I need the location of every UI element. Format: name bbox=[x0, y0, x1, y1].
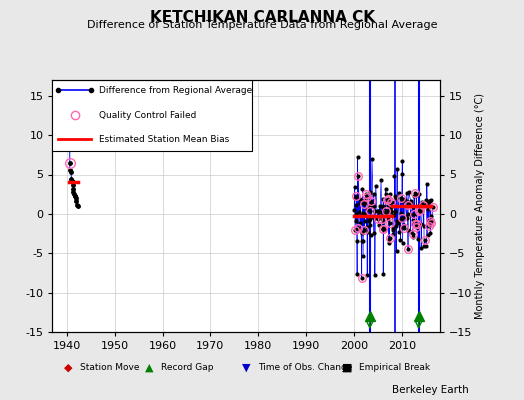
Text: Time of Obs. Change: Time of Obs. Change bbox=[258, 363, 352, 372]
Text: Record Gap: Record Gap bbox=[161, 363, 213, 372]
Text: KETCHIKAN CARLANNA CK: KETCHIKAN CARLANNA CK bbox=[149, 10, 375, 25]
Y-axis label: Monthly Temperature Anomaly Difference (°C): Monthly Temperature Anomaly Difference (… bbox=[475, 93, 485, 319]
Text: Difference from Regional Average: Difference from Regional Average bbox=[99, 86, 252, 94]
FancyBboxPatch shape bbox=[50, 80, 252, 150]
Text: ■: ■ bbox=[342, 362, 352, 372]
Text: ▲: ▲ bbox=[145, 362, 154, 372]
Text: Quality Control Failed: Quality Control Failed bbox=[99, 111, 196, 120]
Text: ▼: ▼ bbox=[242, 362, 250, 372]
Text: Difference of Station Temperature Data from Regional Average: Difference of Station Temperature Data f… bbox=[87, 20, 437, 30]
Text: Estimated Station Mean Bias: Estimated Station Mean Bias bbox=[99, 135, 229, 144]
Text: Station Move: Station Move bbox=[80, 363, 139, 372]
Text: ◆: ◆ bbox=[63, 362, 72, 372]
Text: Empirical Break: Empirical Break bbox=[359, 363, 430, 372]
Text: Berkeley Earth: Berkeley Earth bbox=[392, 385, 469, 395]
